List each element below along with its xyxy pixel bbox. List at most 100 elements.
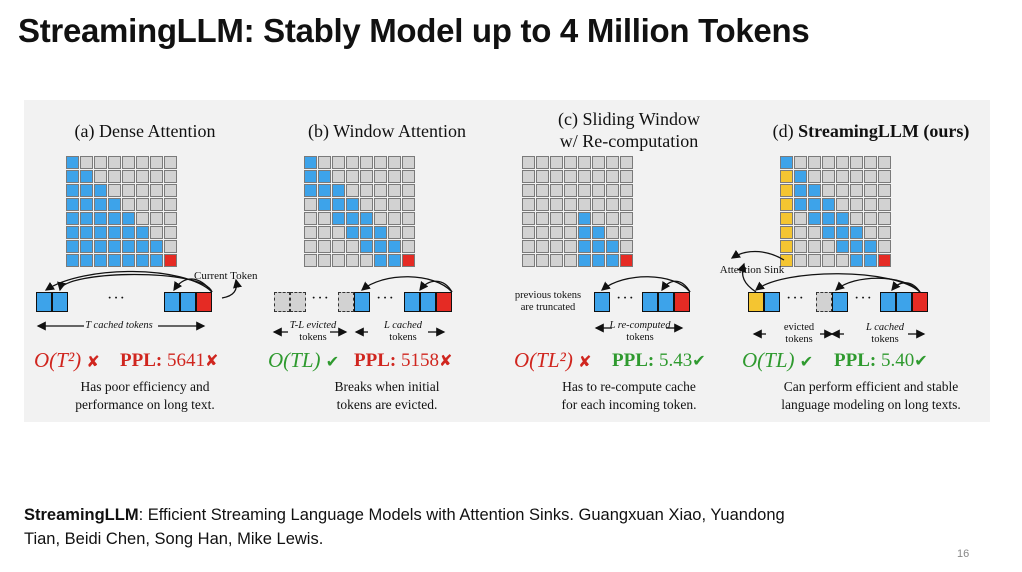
- matrix-cell: [878, 198, 891, 211]
- check-icon: ✔: [692, 351, 706, 370]
- matrix-cell: [606, 212, 619, 225]
- matrix-cell: [150, 240, 163, 253]
- matrix-cell: [592, 226, 605, 239]
- matrix-cell: [794, 226, 807, 239]
- current-token: [674, 292, 690, 312]
- cross-icon: ✘: [86, 352, 100, 371]
- matrix-cell: [606, 240, 619, 253]
- matrix-cell: [564, 198, 577, 211]
- matrix-cell: [550, 156, 563, 169]
- matrix-cell: [850, 226, 863, 239]
- matrix-cell: [620, 156, 633, 169]
- matrix-cell: [606, 156, 619, 169]
- cross-icon: ✘: [204, 351, 219, 370]
- matrix-cell: [66, 170, 79, 183]
- matrix-cell: [522, 240, 535, 253]
- matrix-cell: [780, 240, 793, 253]
- matrix-cell: [522, 254, 535, 267]
- matrix-cell: [80, 156, 93, 169]
- matrix-cell: [536, 226, 549, 239]
- matrix-cell: [402, 156, 415, 169]
- matrix-cell: [836, 184, 849, 197]
- sink-token: [748, 292, 764, 312]
- matrix-cell: [388, 198, 401, 211]
- current-token: [912, 292, 928, 312]
- matrix-cell: [794, 156, 807, 169]
- matrix-cell: [808, 254, 821, 267]
- matrix-cell: [808, 212, 821, 225]
- evicted-tokens-label: evicted tokens: [783, 322, 815, 345]
- ellipsis: ···: [854, 290, 873, 307]
- matrix-cell: [136, 184, 149, 197]
- matrix-cell: [388, 226, 401, 239]
- panel-title: (c) Sliding Window w/ Re-computation: [558, 109, 700, 151]
- matrix-cell: [864, 184, 877, 197]
- matrix-cell: [122, 170, 135, 183]
- matrix-cell: [332, 240, 345, 253]
- matrix-cell: [564, 156, 577, 169]
- check-icon: ✔: [799, 352, 814, 371]
- matrix-cell: [136, 226, 149, 239]
- matrix-cell: [360, 254, 373, 267]
- matrix-cell: [108, 156, 121, 169]
- matrix-cell: [94, 254, 107, 267]
- cached-tokens-label: L cached tokens: [383, 320, 422, 343]
- matrix-cell: [304, 254, 317, 267]
- complexity: O(TL) ✔: [742, 348, 814, 372]
- matrix-cell: [304, 156, 317, 169]
- matrix-cell: [94, 170, 107, 183]
- matrix-cell: [388, 156, 401, 169]
- matrix-cell: [108, 254, 121, 267]
- matrix-cell: [332, 212, 345, 225]
- matrix-cell: [388, 184, 401, 197]
- matrix-cell: [620, 240, 633, 253]
- matrix-cell: [150, 156, 163, 169]
- matrix-cell: [794, 184, 807, 197]
- matrix-cell: [850, 254, 863, 267]
- matrix-cell: [402, 254, 415, 267]
- matrix-cell: [536, 184, 549, 197]
- matrix-cell: [66, 156, 79, 169]
- matrix-cell: [318, 170, 331, 183]
- matrix-cell: [836, 156, 849, 169]
- panel-streamingllm: (d) StreamingLLM (ours) Attention Sink ·…: [720, 100, 992, 422]
- matrix-cell: [318, 156, 331, 169]
- token: [764, 292, 780, 312]
- matrix-cell: [304, 184, 317, 197]
- matrix-cell: [360, 170, 373, 183]
- matrix-cell: [360, 184, 373, 197]
- matrix-cell: [164, 226, 177, 239]
- matrix-cell: [150, 184, 163, 197]
- matrix-cell: [402, 198, 415, 211]
- current-token-label: Current Token: [194, 270, 258, 282]
- matrix-cell: [620, 254, 633, 267]
- matrix-cell: [822, 156, 835, 169]
- matrix-cell: [780, 184, 793, 197]
- matrix-cell: [360, 226, 373, 239]
- matrix-cell: [794, 170, 807, 183]
- matrix-cell: [592, 184, 605, 197]
- ppl-score: PPL: 5158✘: [354, 350, 453, 371]
- truncated-note: previous tokens are truncated: [514, 290, 582, 313]
- page-number: 16: [957, 548, 970, 560]
- ppl-score: PPL: 5.40✔: [834, 350, 928, 371]
- matrix-cell: [80, 240, 93, 253]
- matrix-cell: [122, 240, 135, 253]
- matrix-cell: [318, 198, 331, 211]
- check-icon: ✔: [914, 351, 928, 370]
- matrix-cell: [822, 198, 835, 211]
- matrix-cell: [564, 240, 577, 253]
- matrix-cell: [592, 156, 605, 169]
- matrix-cell: [360, 198, 373, 211]
- matrix-cell: [80, 212, 93, 225]
- matrix-cell: [522, 198, 535, 211]
- matrix-cell: [564, 226, 577, 239]
- matrix-cell: [164, 184, 177, 197]
- evicted-token: [274, 292, 290, 312]
- attention-matrix: [780, 156, 894, 270]
- matrix-cell: [794, 198, 807, 211]
- matrix-cell: [808, 240, 821, 253]
- matrix-cell: [304, 212, 317, 225]
- ellipsis: ···: [107, 290, 126, 307]
- matrix-cell: [536, 240, 549, 253]
